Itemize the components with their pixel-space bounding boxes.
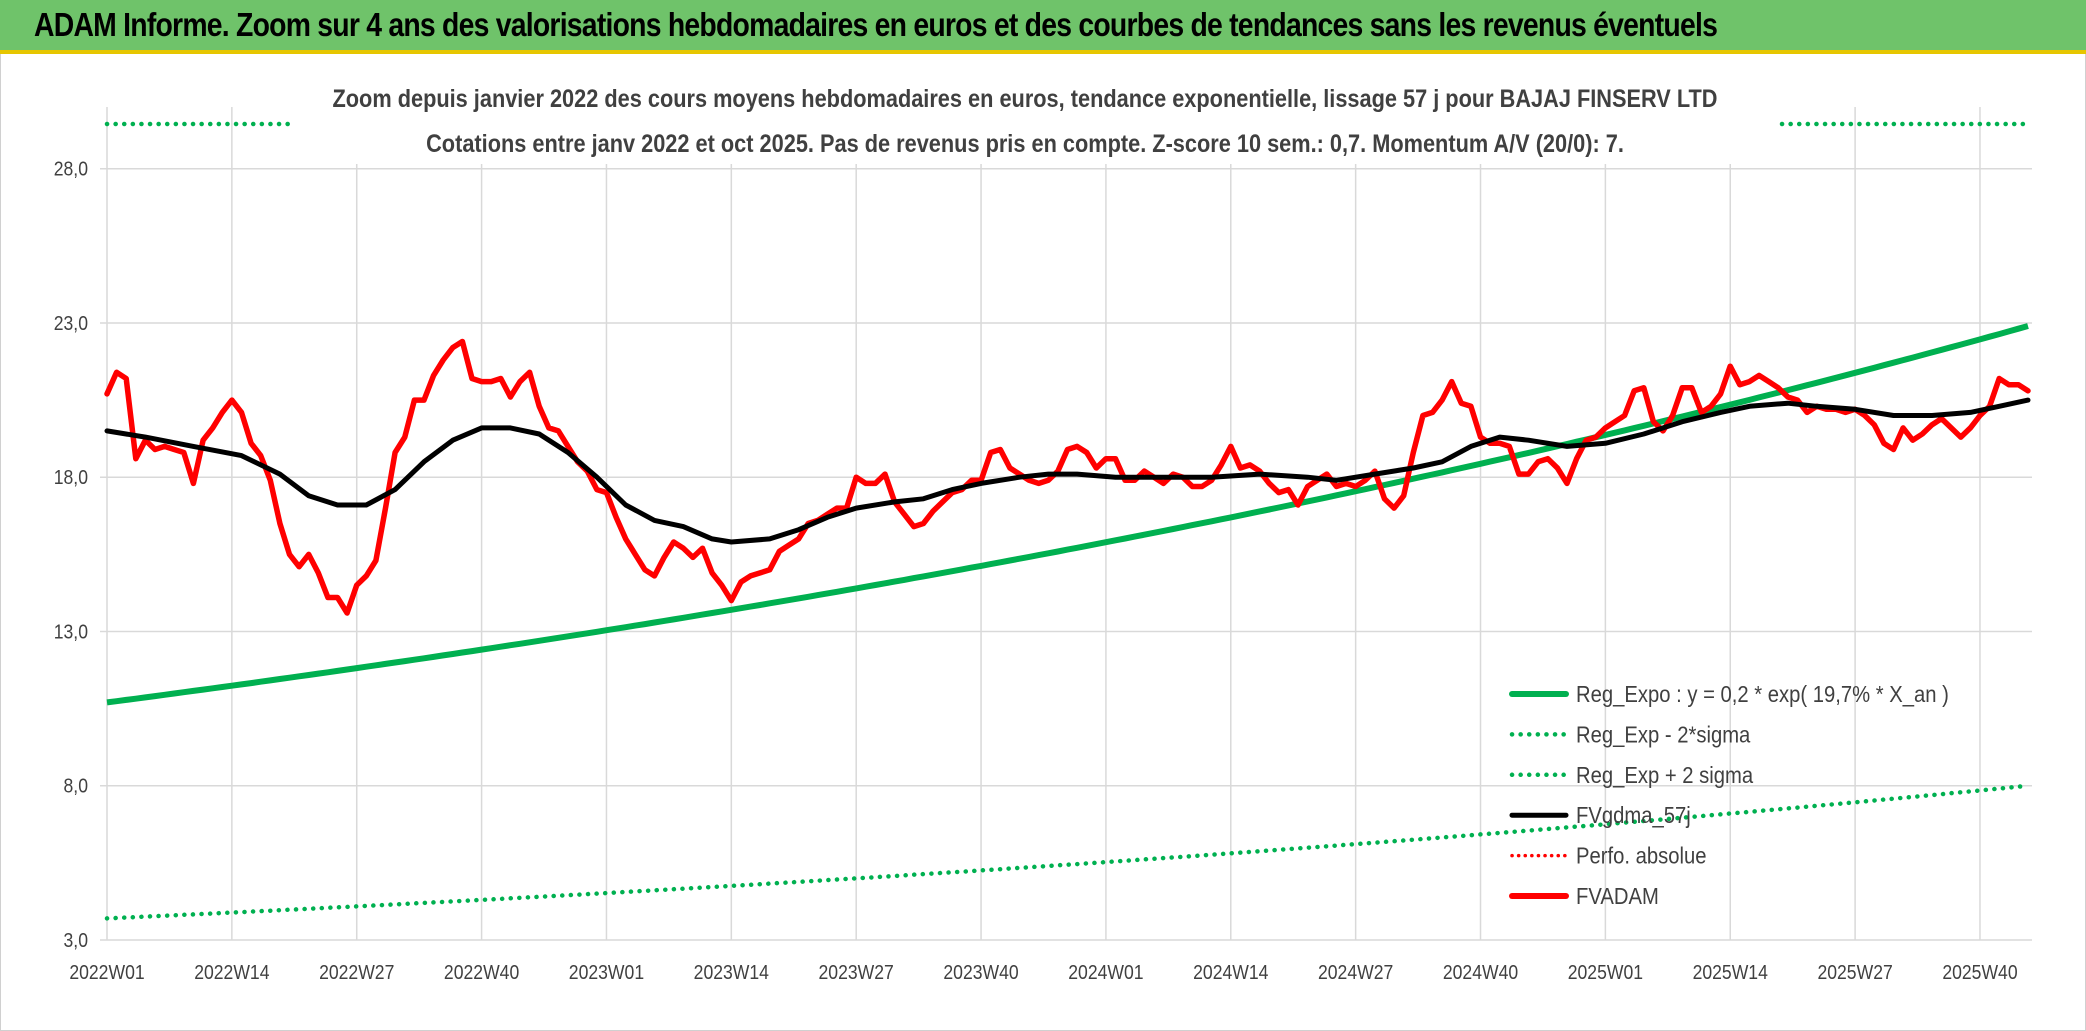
report-title: ADAM Informe. Zoom sur 4 ans des valoris… — [34, 6, 1718, 43]
legend-label: Reg_Exp - 2*sigma — [1576, 721, 1751, 748]
y-axis: 3,0 8,0 13,0 18,0 23,0 28,0 — [54, 158, 88, 952]
series-area — [104, 121, 2033, 921]
legend: Reg_Expo : y = 0,2 * exp( 19,7% * X_an )… — [1509, 681, 1949, 910]
x-tick-label: 2025W40 — [1942, 961, 2017, 983]
x-tick-label: 2022W40 — [444, 961, 519, 983]
x-tick-label: 2023W14 — [694, 961, 769, 983]
x-axis: 2022W01 2022W14 2022W27 2022W40 2023W01 2023W… — [69, 961, 2017, 983]
legend-label: FVgdma_57j — [1576, 802, 1691, 829]
y-tick-label: 3,0 — [64, 929, 88, 951]
legend-item: Reg_Exp - 2*sigma — [1509, 721, 1751, 748]
y-tick-label: 18,0 — [54, 466, 88, 488]
grid — [100, 107, 2032, 941]
chart-subtitle: Cotations entre janv 2022 et oct 2025. P… — [426, 130, 1624, 158]
legend-item: Reg_Exp + 2 sigma — [1509, 762, 1754, 789]
x-tick-label: 2025W27 — [1817, 961, 1892, 983]
x-tick-label: 2022W14 — [194, 961, 269, 983]
x-tick-label: 2025W01 — [1568, 961, 1643, 983]
legend-item: Reg_Expo : y = 0,2 * exp( 19,7% * X_an ) — [1509, 681, 1949, 708]
chart-title: Zoom depuis janvier 2022 des cours moyen… — [332, 85, 1717, 113]
legend-label: Reg_Exp + 2 sigma — [1576, 762, 1754, 789]
x-tick-label: 2022W01 — [69, 961, 144, 983]
x-tick-label: 2023W40 — [943, 961, 1018, 983]
x-tick-label: 2023W01 — [569, 961, 644, 983]
report-banner: ADAM Informe. Zoom sur 4 ans des valoris… — [0, 0, 2086, 54]
x-tick-label: 2024W40 — [1443, 961, 1518, 983]
x-tick-label: 2025W14 — [1693, 961, 1768, 983]
y-tick-label: 13,0 — [54, 620, 88, 642]
legend-item: FVgdma_57j — [1509, 802, 1691, 829]
x-tick-label: 2024W01 — [1068, 961, 1143, 983]
chart-titles: Zoom depuis janvier 2022 des cours moyen… — [285, 82, 1765, 164]
legend-label: FVADAM — [1576, 883, 1659, 910]
legend-item: Perfo. absolue — [1510, 842, 1706, 869]
legend-label: Perfo. absolue — [1576, 842, 1706, 869]
title-background — [285, 82, 1765, 164]
x-tick-label: 2023W27 — [819, 961, 894, 983]
x-tick-label: 2024W27 — [1318, 961, 1393, 983]
x-tick-label: 2024W14 — [1193, 961, 1268, 983]
y-tick-label: 8,0 — [64, 775, 88, 797]
legend-item: FVADAM — [1509, 883, 1659, 910]
series-fvadam — [104, 338, 2031, 616]
series-reg-exp-minus-2sigma — [104, 783, 2031, 921]
y-tick-label: 23,0 — [54, 312, 88, 334]
series-fvgdma-57j — [104, 397, 2031, 545]
y-tick-label: 28,0 — [54, 158, 88, 180]
legend-label: Reg_Expo : y = 0,2 * exp( 19,7% * X_an ) — [1576, 681, 1949, 708]
x-tick-label: 2022W27 — [319, 961, 394, 983]
